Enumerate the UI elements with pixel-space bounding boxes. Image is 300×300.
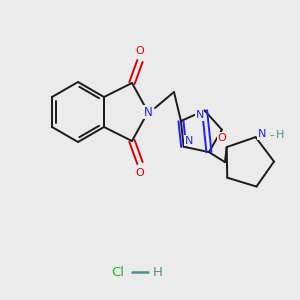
Text: N: N — [184, 136, 193, 146]
Text: N: N — [144, 106, 152, 118]
Text: O: O — [218, 133, 226, 143]
Text: N: N — [195, 110, 204, 121]
Text: Cl: Cl — [112, 266, 124, 278]
Text: N: N — [257, 129, 266, 139]
Text: –: – — [269, 130, 274, 140]
Text: H: H — [275, 130, 284, 140]
Text: O: O — [136, 46, 144, 56]
Text: H: H — [153, 266, 163, 278]
Text: O: O — [136, 168, 144, 178]
